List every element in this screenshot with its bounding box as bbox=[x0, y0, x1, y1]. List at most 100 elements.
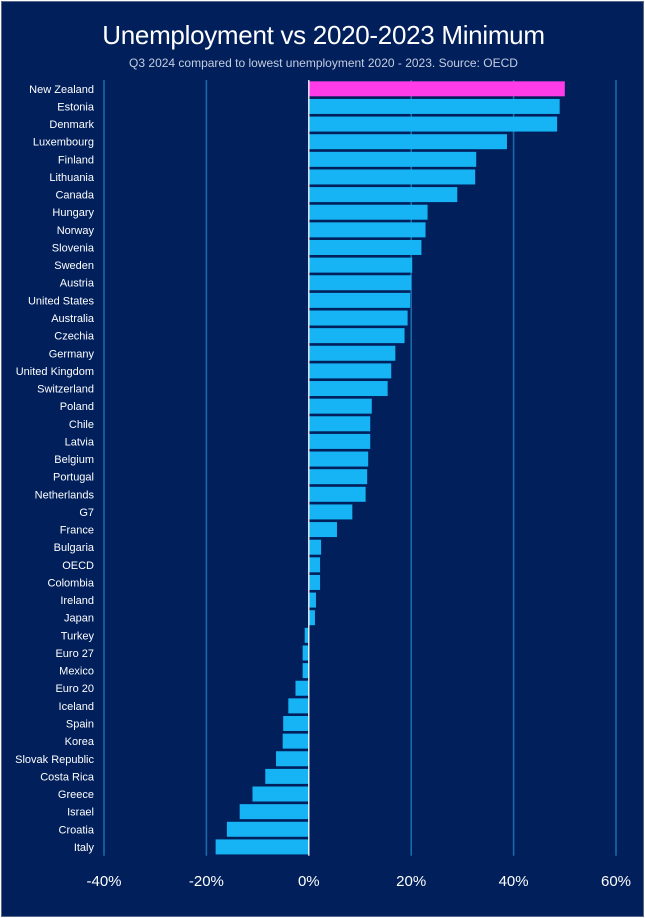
bar bbox=[265, 768, 309, 784]
bar bbox=[226, 821, 309, 837]
category-labels: New Zealand Estonia Denmark Luxembourg Finla… bbox=[15, 84, 95, 854]
category-label: Ireland bbox=[60, 595, 94, 607]
bar bbox=[308, 328, 405, 344]
category-label: Colombia bbox=[48, 577, 95, 589]
category-label: Australia bbox=[51, 313, 95, 325]
category-label: Slovenia bbox=[52, 242, 95, 254]
category-label: Chile bbox=[69, 419, 94, 431]
bar bbox=[308, 151, 477, 167]
bars bbox=[215, 81, 565, 855]
bar bbox=[295, 680, 309, 696]
bar bbox=[308, 257, 413, 273]
bar bbox=[308, 116, 558, 132]
bar bbox=[302, 645, 309, 661]
bar bbox=[308, 134, 507, 150]
bar bbox=[308, 275, 412, 291]
category-label: New Zealand bbox=[29, 84, 94, 96]
category-label: Finland bbox=[58, 154, 94, 166]
category-label: Euro 27 bbox=[55, 648, 94, 660]
bar bbox=[308, 469, 368, 485]
category-label: Spain bbox=[66, 718, 94, 730]
category-label: Iceland bbox=[59, 701, 94, 713]
bar bbox=[308, 504, 353, 520]
bar bbox=[308, 204, 428, 220]
category-label: Croatia bbox=[59, 824, 95, 836]
bar bbox=[308, 557, 321, 573]
bar bbox=[308, 574, 321, 590]
bar bbox=[308, 363, 392, 379]
category-label: Italy bbox=[74, 842, 95, 854]
x-tick-label: 40% bbox=[499, 873, 529, 890]
category-label: Czechia bbox=[54, 331, 95, 343]
bar bbox=[304, 627, 309, 643]
category-label: Switzerland bbox=[37, 384, 94, 396]
x-tick-label: -20% bbox=[189, 873, 224, 890]
category-label: Greece bbox=[58, 789, 94, 801]
category-label: Latvia bbox=[65, 436, 95, 448]
category-label: Lithuania bbox=[49, 172, 95, 184]
category-label: Euro 20 bbox=[55, 683, 94, 695]
x-tick-label: -40% bbox=[86, 873, 121, 890]
chart-subtitle: Q3 2024 compared to lowest unemployment … bbox=[129, 56, 518, 70]
category-label: France bbox=[60, 525, 94, 537]
bar bbox=[308, 222, 426, 238]
x-tick-label: 20% bbox=[396, 873, 426, 890]
bar bbox=[308, 239, 422, 255]
category-label: Mexico bbox=[59, 666, 94, 678]
category-label: Costa Rica bbox=[40, 771, 95, 783]
category-label: Austria bbox=[60, 278, 95, 290]
bar bbox=[252, 786, 309, 802]
category-label: United Kingdom bbox=[16, 366, 94, 378]
bar bbox=[282, 733, 309, 749]
category-label: Slovak Republic bbox=[15, 754, 94, 766]
bar bbox=[308, 398, 372, 414]
category-label: Portugal bbox=[53, 472, 94, 484]
bar bbox=[308, 81, 565, 97]
chart-title: Unemployment vs 2020-2023 Minimum bbox=[102, 20, 545, 50]
category-label: Japan bbox=[64, 613, 94, 625]
bar bbox=[308, 345, 396, 361]
bar bbox=[308, 416, 371, 432]
x-tick-label: 0% bbox=[298, 873, 320, 890]
category-label: Israel bbox=[67, 807, 94, 819]
category-label: Korea bbox=[65, 736, 95, 748]
category-label: Bulgaria bbox=[54, 542, 95, 554]
bar bbox=[308, 98, 560, 114]
category-label: Netherlands bbox=[35, 489, 95, 501]
bar bbox=[308, 610, 315, 626]
category-label: Norway bbox=[57, 225, 95, 237]
category-label: Sweden bbox=[54, 260, 94, 272]
category-label: OECD bbox=[62, 560, 94, 572]
category-label: Luxembourg bbox=[33, 137, 94, 149]
bar bbox=[308, 451, 369, 467]
bar bbox=[276, 751, 309, 767]
category-label: Germany bbox=[49, 348, 95, 360]
bar bbox=[215, 839, 309, 855]
category-label: United States bbox=[28, 295, 95, 307]
tick-labels: -40% -20% 0% 20% 40% 60% bbox=[86, 873, 631, 890]
bar bbox=[308, 592, 316, 608]
category-label: Denmark bbox=[49, 119, 94, 131]
bar bbox=[308, 433, 371, 449]
bar bbox=[308, 169, 476, 185]
bar bbox=[239, 804, 309, 820]
category-label: Turkey bbox=[61, 630, 95, 642]
bar bbox=[283, 715, 309, 731]
bar bbox=[308, 522, 337, 538]
bar bbox=[308, 187, 458, 203]
bar bbox=[308, 381, 388, 397]
gridlines bbox=[103, 80, 617, 856]
x-tick-label: 60% bbox=[601, 873, 631, 890]
category-label: G7 bbox=[79, 507, 94, 519]
category-label: Canada bbox=[55, 190, 94, 202]
bar bbox=[308, 310, 408, 326]
category-label: Estonia bbox=[57, 101, 95, 113]
bar bbox=[308, 486, 366, 502]
bar bbox=[308, 292, 411, 308]
category-label: Poland bbox=[60, 401, 94, 413]
category-label: Hungary bbox=[52, 207, 94, 219]
bar bbox=[288, 698, 309, 714]
bar bbox=[308, 539, 322, 555]
bar bbox=[302, 663, 309, 679]
